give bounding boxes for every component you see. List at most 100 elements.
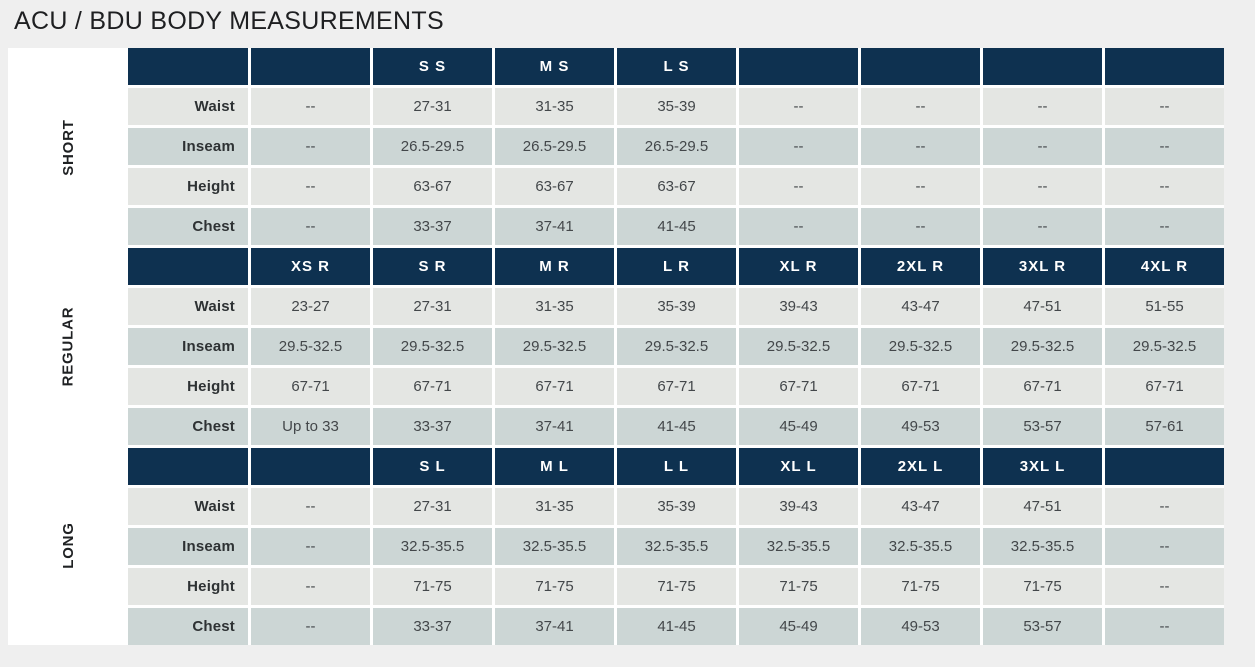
- value-cell: 57-61: [1105, 408, 1224, 445]
- section-label-long: LONG: [8, 446, 128, 645]
- size-header-cell: [861, 48, 980, 85]
- value-cell: --: [1105, 608, 1224, 645]
- value-cell: 51-55: [1105, 288, 1224, 325]
- size-header-cell: M S: [495, 48, 614, 85]
- value-cell: 33-37: [373, 208, 492, 245]
- value-cell: 33-37: [373, 408, 492, 445]
- section-label-short-text: SHORT: [59, 119, 77, 176]
- value-cell: --: [251, 488, 370, 525]
- size-header-cell: M R: [495, 248, 614, 285]
- size-header-cell: 3XL R: [983, 248, 1102, 285]
- value-cell: 67-71: [861, 368, 980, 405]
- value-cell: Up to 33: [251, 408, 370, 445]
- value-cell: --: [983, 88, 1102, 125]
- value-cell: --: [861, 128, 980, 165]
- size-header-cell: [251, 448, 370, 485]
- size-header-cell: [983, 48, 1102, 85]
- header-corner-cell: [128, 248, 248, 285]
- value-cell: 32.5-35.5: [495, 528, 614, 565]
- size-header-cell: XS R: [251, 248, 370, 285]
- value-cell: 71-75: [983, 568, 1102, 605]
- value-cell: 33-37: [373, 608, 492, 645]
- value-cell: 47-51: [983, 288, 1102, 325]
- value-cell: 29.5-32.5: [251, 328, 370, 365]
- value-cell: 67-71: [251, 368, 370, 405]
- value-cell: --: [861, 168, 980, 205]
- section-label-regular: REGULAR: [8, 247, 128, 446]
- size-header-cell: L S: [617, 48, 736, 85]
- value-cell: 37-41: [495, 408, 614, 445]
- size-header-cell: 3XL L: [983, 448, 1102, 485]
- value-cell: 63-67: [617, 168, 736, 205]
- value-cell: --: [251, 568, 370, 605]
- size-header-cell: 2XL L: [861, 448, 980, 485]
- size-header-cell: [1105, 448, 1224, 485]
- value-cell: 67-71: [495, 368, 614, 405]
- value-cell: --: [251, 608, 370, 645]
- measurement-label: Height: [128, 168, 248, 205]
- value-cell: 71-75: [861, 568, 980, 605]
- value-cell: 32.5-35.5: [373, 528, 492, 565]
- value-cell: 23-27: [251, 288, 370, 325]
- measurement-row: Waist 23-27 27-31 31-35 35-39 39-43 43-47 47-51…: [128, 288, 1224, 325]
- value-cell: 63-67: [373, 168, 492, 205]
- header-corner-cell: [128, 48, 248, 85]
- value-cell: 41-45: [617, 408, 736, 445]
- value-cell: --: [251, 128, 370, 165]
- value-cell: 71-75: [739, 568, 858, 605]
- size-header-cell: S L: [373, 448, 492, 485]
- measurement-row: Waist -- 27-31 31-35 35-39 -- -- -- --: [128, 88, 1224, 125]
- measurement-row: Waist -- 27-31 31-35 35-39 39-43 43-47 47-51 --: [128, 488, 1224, 525]
- section-label-short: SHORT: [8, 48, 128, 247]
- measurement-label: Chest: [128, 608, 248, 645]
- measurement-row: Height -- 71-75 71-75 71-75 71-75 71-75 71-75 --: [128, 568, 1224, 605]
- value-cell: 27-31: [373, 88, 492, 125]
- value-cell: 35-39: [617, 288, 736, 325]
- size-header-cell: S R: [373, 248, 492, 285]
- measurement-label: Chest: [128, 208, 248, 245]
- value-cell: 43-47: [861, 488, 980, 525]
- value-cell: --: [1105, 168, 1224, 205]
- page-title: ACU / BDU BODY MEASUREMENTS: [14, 7, 444, 35]
- size-header-cell: L R: [617, 248, 736, 285]
- value-cell: 43-47: [861, 288, 980, 325]
- value-cell: 67-71: [373, 368, 492, 405]
- value-cell: 35-39: [617, 488, 736, 525]
- value-cell: --: [739, 168, 858, 205]
- value-cell: 32.5-35.5: [617, 528, 736, 565]
- value-cell: --: [251, 528, 370, 565]
- value-cell: 26.5-29.5: [617, 128, 736, 165]
- value-cell: 67-71: [739, 368, 858, 405]
- value-cell: 32.5-35.5: [983, 528, 1102, 565]
- value-cell: 45-49: [739, 408, 858, 445]
- value-cell: 29.5-32.5: [861, 328, 980, 365]
- value-cell: --: [739, 88, 858, 125]
- value-cell: 31-35: [495, 288, 614, 325]
- measurement-row: Chest -- 33-37 37-41 41-45 45-49 49-53 53-57 --: [128, 608, 1224, 645]
- value-cell: 27-31: [373, 488, 492, 525]
- measurement-row: Inseam -- 26.5-29.5 26.5-29.5 26.5-29.5 -- -- -…: [128, 128, 1224, 165]
- value-cell: --: [739, 128, 858, 165]
- size-header-cell: M L: [495, 448, 614, 485]
- value-cell: --: [1105, 528, 1224, 565]
- measurement-row: Chest -- 33-37 37-41 41-45 -- -- -- --: [128, 208, 1224, 245]
- header-corner-cell: [128, 448, 248, 485]
- measurement-label: Inseam: [128, 528, 248, 565]
- measurement-row: Inseam 29.5-32.5 29.5-32.5 29.5-32.5 29.5-32…: [128, 328, 1224, 365]
- size-header-cell: [739, 48, 858, 85]
- value-cell: 67-71: [617, 368, 736, 405]
- value-cell: 29.5-32.5: [373, 328, 492, 365]
- measurement-row: Chest Up to 33 33-37 37-41 41-45 45-49 49-53 53…: [128, 408, 1224, 445]
- value-cell: 37-41: [495, 208, 614, 245]
- value-cell: 39-43: [739, 488, 858, 525]
- value-cell: 41-45: [617, 208, 736, 245]
- value-cell: --: [1105, 568, 1224, 605]
- measurement-label: Waist: [128, 488, 248, 525]
- section-label-strip: SHORT REGULAR LONG: [8, 48, 128, 645]
